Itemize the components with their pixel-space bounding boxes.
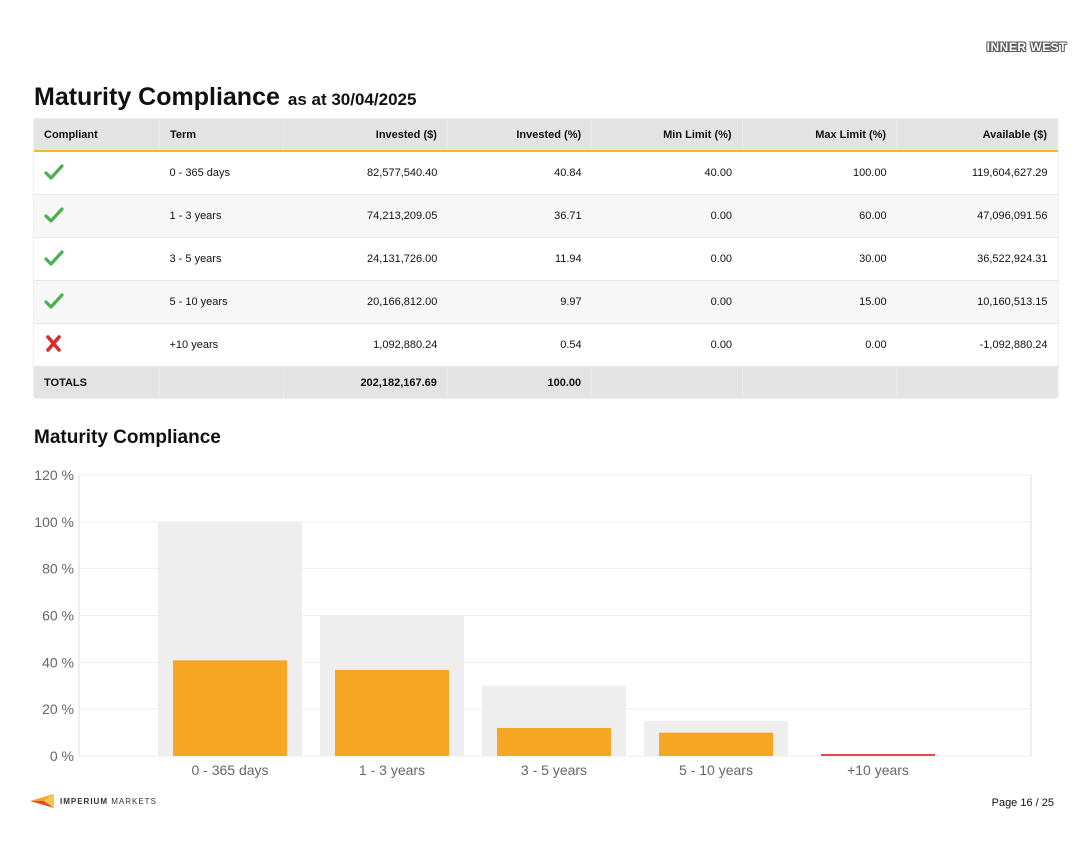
page-number: Page 16 / 25 bbox=[991, 797, 1054, 809]
x-tick-label: 3 - 5 years bbox=[521, 762, 587, 778]
invested-pct-cell: 11.94 bbox=[447, 237, 592, 281]
max-limit-cell: 15.00 bbox=[742, 280, 897, 324]
max-limit-cell: 100.00 bbox=[742, 151, 897, 195]
compliant-cell bbox=[34, 323, 160, 367]
min-limit-cell: 0.00 bbox=[591, 237, 743, 281]
term-cell: 0 - 365 days bbox=[159, 151, 284, 195]
check-icon bbox=[44, 206, 66, 224]
table-row: 5 - 10 years 20,166,812.00 9.97 0.00 15.00 10… bbox=[34, 280, 1058, 324]
available-cell: 10,160,513.15 bbox=[896, 280, 1058, 324]
term-cell: 1 - 3 years bbox=[159, 194, 284, 238]
table-row: +10 years 1,092,880.24 0.54 0.00 0.00 -1,092,… bbox=[34, 323, 1058, 367]
x-tick-label: 1 - 3 years bbox=[359, 762, 425, 778]
check-icon bbox=[44, 249, 66, 267]
table-row: 3 - 5 years 24,131,726.00 11.94 0.00 30.00 36… bbox=[34, 237, 1058, 281]
brand-light: MARKETS bbox=[111, 796, 157, 806]
brand-bold: IMPERIUM bbox=[60, 796, 108, 806]
chart-title: Maturity Compliance bbox=[34, 427, 221, 448]
invested-pct-cell: 9.97 bbox=[447, 280, 592, 324]
x-tick-label: +10 years bbox=[847, 762, 909, 778]
invested-cell: 74,213,209.05 bbox=[283, 194, 448, 238]
y-tick-label: 40 % bbox=[42, 654, 74, 670]
col-term: Term bbox=[159, 119, 284, 152]
compliant-cell bbox=[34, 194, 160, 238]
cross-icon bbox=[44, 334, 66, 353]
totals-max bbox=[742, 366, 898, 398]
min-limit-cell: 0.00 bbox=[591, 194, 743, 238]
imperium-logo-icon bbox=[30, 794, 54, 808]
x-tick-label: 0 - 365 days bbox=[191, 762, 268, 778]
col-min-limit: Min Limit (%) bbox=[591, 119, 743, 152]
organisation-logo: INNER WEST bbox=[986, 40, 1067, 54]
table-row: 0 - 365 days 82,577,540.40 40.84 40.00 100.0… bbox=[34, 151, 1058, 195]
totals-available bbox=[896, 366, 1058, 398]
term-cell: +10 years bbox=[159, 323, 284, 367]
imperium-brand-text: IMPERIUM MARKETS bbox=[60, 797, 157, 806]
col-available: Available ($) bbox=[896, 119, 1058, 152]
min-limit-cell: 0.00 bbox=[591, 280, 743, 324]
available-cell: -1,092,880.24 bbox=[896, 323, 1058, 367]
invested-bar bbox=[173, 660, 287, 756]
term-cell: 5 - 10 years bbox=[159, 280, 284, 324]
invested-bar bbox=[497, 728, 611, 756]
compliant-cell bbox=[34, 237, 160, 281]
invested-cell: 24,131,726.00 bbox=[283, 237, 448, 281]
totals-label: TOTALS bbox=[34, 366, 160, 398]
term-cell: 3 - 5 years bbox=[159, 237, 284, 281]
compliant-cell bbox=[34, 280, 160, 324]
invested-cell: 20,166,812.00 bbox=[283, 280, 448, 324]
col-invested: Invested ($) bbox=[283, 119, 448, 152]
totals-invested-pct: 100.00 bbox=[447, 366, 593, 398]
totals-term bbox=[159, 366, 284, 398]
invested-bar bbox=[659, 732, 773, 756]
x-tick-label: 5 - 10 years bbox=[679, 762, 753, 778]
available-cell: 47,096,091.56 bbox=[896, 194, 1058, 238]
maturity-bar-chart: 0 % 20 % 40 % 60 % 80 % 100 % 120 % 0 - 365 day… bbox=[34, 467, 1032, 778]
invested-pct-cell: 36.71 bbox=[447, 194, 592, 238]
invested-pct-cell: 0.54 bbox=[447, 323, 592, 367]
available-cell: 36,522,924.31 bbox=[896, 237, 1058, 281]
page-title-text: Maturity Compliance bbox=[34, 83, 280, 111]
totals-invested: 202,182,167.69 bbox=[283, 366, 448, 398]
check-icon bbox=[44, 163, 66, 181]
col-max-limit: Max Limit (%) bbox=[742, 119, 898, 152]
totals-row: TOTALS 202,182,167.69 100.00 bbox=[34, 366, 1058, 398]
y-tick-label: 100 % bbox=[34, 514, 74, 530]
col-invested-pct: Invested (%) bbox=[447, 119, 593, 152]
imperium-logo: IMPERIUM MARKETS bbox=[30, 794, 157, 808]
max-limit-cell: 30.00 bbox=[742, 237, 897, 281]
available-cell: 119,604,627.29 bbox=[896, 151, 1058, 195]
y-tick-label: 120 % bbox=[34, 467, 74, 483]
y-tick-label: 80 % bbox=[42, 561, 74, 577]
table-header-row: Compliant Term Invested ($) Invested (%)… bbox=[34, 119, 1058, 152]
check-icon bbox=[44, 292, 66, 310]
invested-bar bbox=[335, 670, 449, 756]
invested-pct-cell: 40.84 bbox=[447, 151, 592, 195]
invested-cell: 1,092,880.24 bbox=[283, 323, 448, 367]
min-limit-cell: 0.00 bbox=[591, 323, 743, 367]
y-tick-label: 60 % bbox=[42, 608, 74, 624]
maturity-table: Compliant Term Invested ($) Invested (%)… bbox=[34, 119, 1058, 398]
y-tick-label: 0 % bbox=[50, 748, 74, 764]
invested-cell: 82,577,540.40 bbox=[283, 151, 448, 195]
page-title: Maturity Compliance as at 30/04/2025 bbox=[34, 76, 416, 113]
compliant-cell bbox=[34, 151, 160, 195]
table-row: 1 - 3 years 74,213,209.05 36.71 0.00 60.00 47… bbox=[34, 194, 1058, 238]
min-limit-cell: 40.00 bbox=[591, 151, 743, 195]
max-limit-cell: 0.00 bbox=[742, 323, 897, 367]
page-date: as at 30/04/2025 bbox=[287, 90, 417, 109]
invested-bar bbox=[821, 754, 935, 756]
y-tick-label: 20 % bbox=[42, 701, 74, 717]
col-compliant: Compliant bbox=[34, 119, 160, 152]
totals-min bbox=[591, 366, 743, 398]
max-limit-cell: 60.00 bbox=[742, 194, 897, 238]
